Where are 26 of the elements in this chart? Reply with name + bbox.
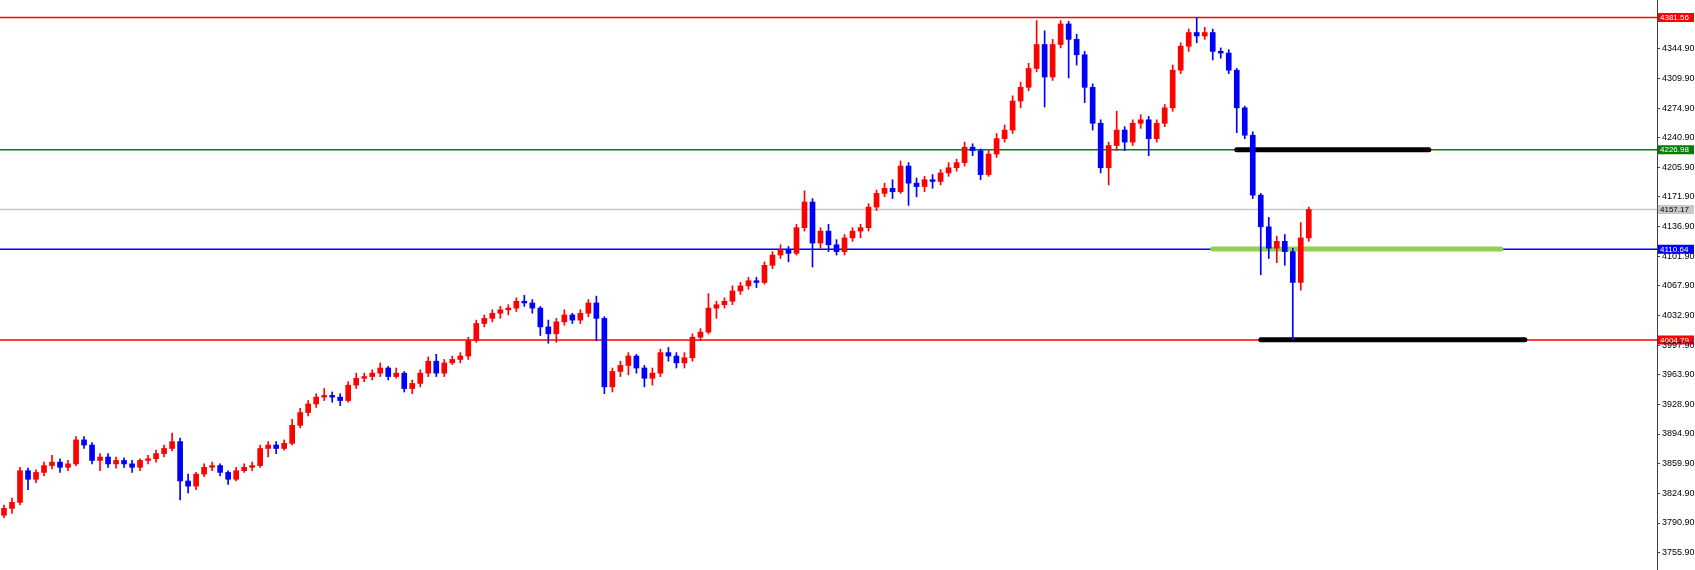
y-tick-label: 4032.90 bbox=[1662, 310, 1695, 321]
y-tick-label: 4205.90 bbox=[1662, 162, 1695, 173]
y-tick-label: 3928.90 bbox=[1662, 399, 1695, 410]
y-tick-label: 4136.90 bbox=[1662, 221, 1695, 232]
y-tick-label: 4309.90 bbox=[1662, 73, 1695, 84]
y-tick-label: 4171.90 bbox=[1662, 191, 1695, 202]
y-tick-label: 4067.90 bbox=[1662, 280, 1695, 291]
candlestick bbox=[329, 391, 336, 403]
y-tick-label: 4344.90 bbox=[1662, 43, 1695, 54]
ref-line-label: 4157.17 bbox=[1660, 205, 1690, 215]
candlestick bbox=[505, 304, 512, 316]
candlestick bbox=[321, 388, 328, 401]
y-tick-label: 3824.90 bbox=[1662, 488, 1695, 499]
y-tick-label: 3894.90 bbox=[1662, 428, 1695, 439]
candlestick bbox=[97, 453, 103, 472]
y-tick-label: 4240.90 bbox=[1662, 132, 1695, 143]
y-tick-label: 3963.90 bbox=[1662, 369, 1695, 380]
y-tick-label: 3859.90 bbox=[1662, 458, 1695, 469]
ref-line-label: 4226.98 bbox=[1660, 145, 1690, 155]
candlestick bbox=[1193, 17, 1200, 44]
y-tick-label: 3755.90 bbox=[1662, 547, 1695, 558]
y-tick-label: 3790.90 bbox=[1662, 517, 1695, 528]
ref-line-label: 4381.56 bbox=[1660, 13, 1690, 23]
y-tick-label: 4274.90 bbox=[1662, 103, 1695, 114]
candlestick bbox=[521, 294, 528, 307]
candlestick bbox=[1217, 47, 1224, 59]
